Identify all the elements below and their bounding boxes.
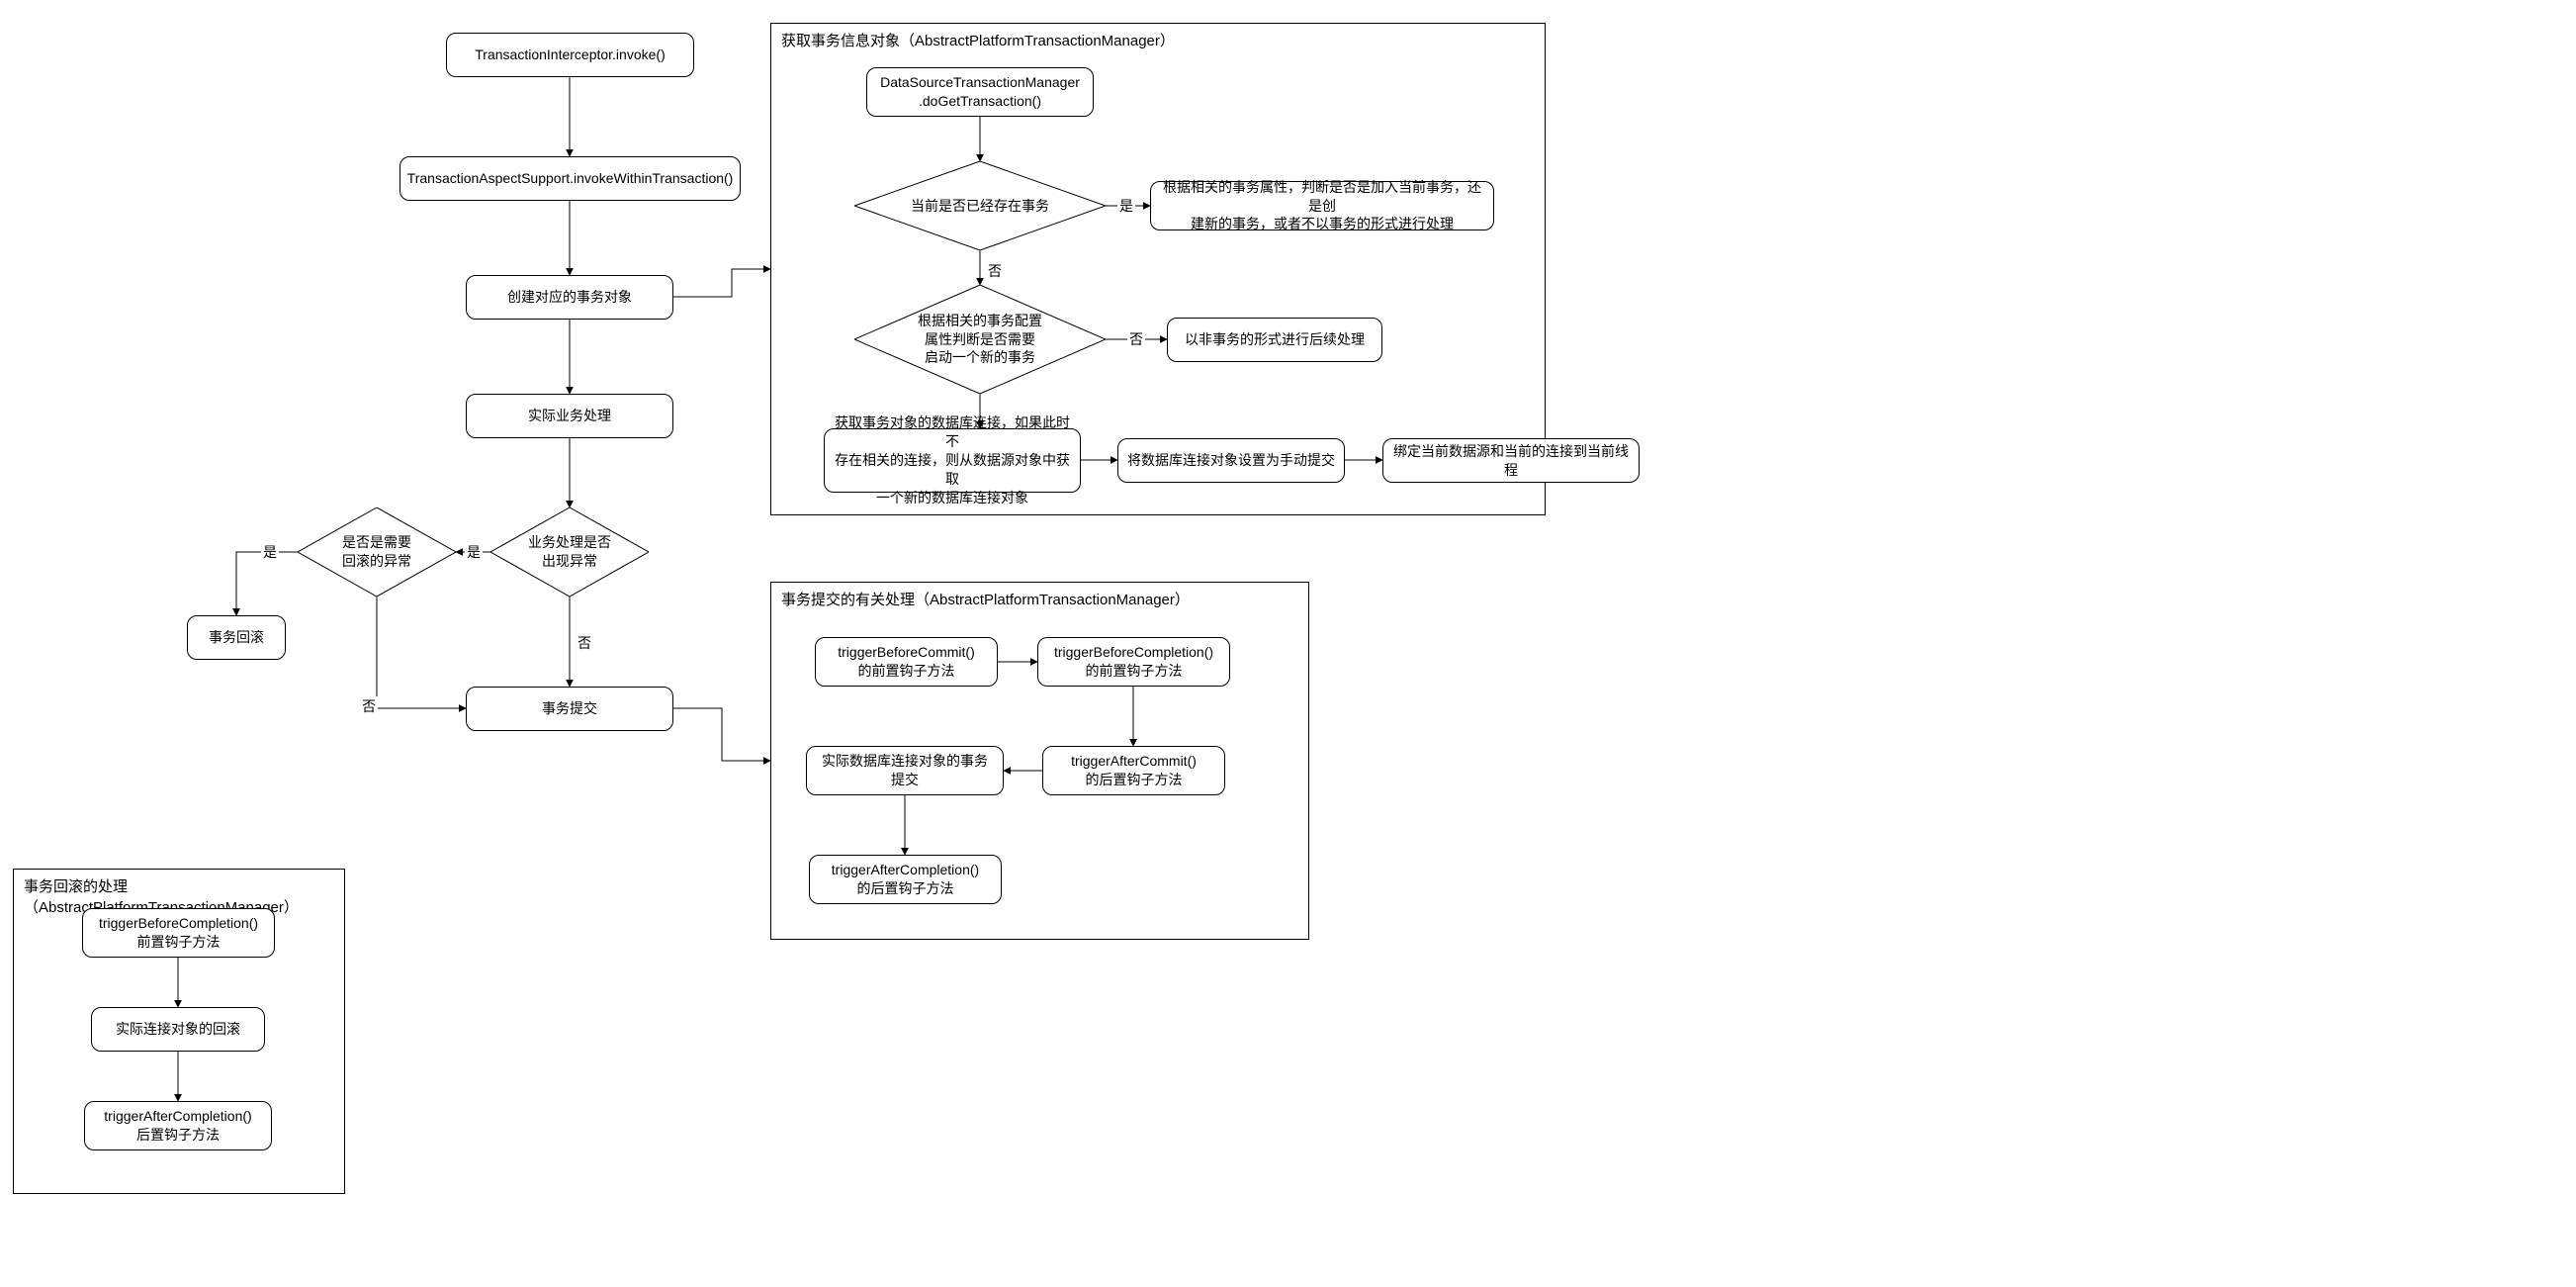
process-n_tbc: triggerBeforeCommit() 的前置钩子方法	[815, 637, 998, 687]
process-n_real_commit: 实际数据库连接对象的事务 提交	[806, 746, 1004, 795]
group-title: 获取事务信息对象（AbstractPlatformTransactionMana…	[781, 30, 1175, 50]
process-n_rb_real: 实际连接对象的回滚	[91, 1007, 265, 1052]
node-label: TransactionInterceptor.invoke()	[475, 46, 665, 64]
process-n_rollback: 事务回滚	[187, 615, 286, 660]
edge-label: 否	[576, 633, 593, 653]
node-label: 获取事务对象的数据库连接，如果此时不 存在相关的连接，则从数据源对象中获取 一个…	[833, 414, 1072, 506]
process-n_within: TransactionAspectSupport.invokeWithinTra…	[400, 156, 741, 201]
process-n_tacomp: triggerAfterCompletion() 的后置钩子方法	[809, 855, 1002, 904]
node-label: 以非事务的形式进行后续处理	[1185, 330, 1365, 349]
node-label: 将数据库连接对象设置为手动提交	[1127, 451, 1335, 470]
edge-n_commit-to-grp_commit	[673, 708, 770, 761]
edge-label: 是	[1117, 196, 1135, 216]
node-label: 事务提交	[542, 699, 597, 718]
node-label: triggerBeforeCompletion() 的前置钩子方法	[1054, 643, 1213, 681]
process-n_judge_join: 根据相关的事务属性，判断是否是加入当前事务，还是创 建新的事务，或者不以事务的形…	[1150, 181, 1494, 230]
node-label: TransactionAspectSupport.invokeWithinTra…	[407, 169, 734, 188]
node-label: 创建对应的事务对象	[507, 288, 632, 307]
node-label: 实际连接对象的回滚	[116, 1020, 240, 1039]
process-n_tbcomp: triggerBeforeCompletion() 的前置钩子方法	[1037, 637, 1230, 687]
edge-label: 否	[1127, 329, 1145, 349]
process-n_manual: 将数据库连接对象设置为手动提交	[1117, 438, 1345, 483]
node-label: 实际业务处理	[528, 407, 611, 425]
process-n_commit: 事务提交	[466, 687, 673, 731]
node-label: 根据相关的事务属性，判断是否是加入当前事务，还是创 建新的事务，或者不以事务的形…	[1159, 178, 1485, 234]
node-label: triggerAfterCompletion() 的后置钩子方法	[832, 861, 979, 898]
process-n_invoke: TransactionInterceptor.invoke()	[446, 33, 694, 77]
node-label: 事务回滚	[209, 628, 264, 647]
process-n_tac: triggerAfterCommit() 的后置钩子方法	[1042, 746, 1225, 795]
node-label: 业务处理是否 出现异常	[528, 533, 611, 571]
edge-label: 否	[360, 696, 378, 716]
process-n_create_tx: 创建对应的事务对象	[466, 275, 673, 320]
edge-n_create_tx-to-grp_get_tx	[673, 269, 770, 297]
node-label: 当前是否已经存在事务	[911, 197, 1049, 216]
process-n_get_conn: 获取事务对象的数据库连接，如果此时不 存在相关的连接，则从数据源对象中获取 一个…	[824, 428, 1081, 493]
edge-d_need_rb-to-n_commit	[377, 597, 466, 708]
decision-d_exists: 当前是否已经存在事务	[854, 161, 1106, 250]
process-n_doget: DataSourceTransactionManager .doGetTrans…	[866, 67, 1094, 117]
process-n_biz: 实际业务处理	[466, 394, 673, 438]
decision-d_biz_ex: 业务处理是否 出现异常	[490, 507, 649, 597]
process-n_non_tx: 以非事务的形式进行后续处理	[1167, 318, 1382, 362]
edge-label: 是	[261, 542, 279, 562]
node-label: DataSourceTransactionManager .doGetTrans…	[880, 73, 1080, 111]
node-label: 是否是需要 回滚的异常	[342, 533, 411, 571]
group-title: 事务提交的有关处理（AbstractPlatformTransactionMan…	[781, 589, 1190, 609]
edge-label: 否	[986, 261, 1004, 281]
decision-d_need_new: 根据相关的事务配置 属性判断是否需要 启动一个新的事务	[854, 285, 1106, 394]
process-n_bind: 绑定当前数据源和当前的连接到当前线程	[1382, 438, 1640, 483]
process-n_rb_tac: triggerAfterCompletion() 后置钩子方法	[84, 1101, 272, 1150]
node-label: triggerAfterCompletion() 后置钩子方法	[104, 1107, 251, 1145]
node-label: triggerBeforeCompletion() 前置钩子方法	[99, 914, 258, 952]
node-label: 根据相关的事务配置 属性判断是否需要 启动一个新的事务	[918, 312, 1042, 368]
process-n_rb_tbc: triggerBeforeCompletion() 前置钩子方法	[82, 908, 275, 958]
edge-label: 是	[465, 542, 483, 562]
flowchart-canvas: 获取事务信息对象（AbstractPlatformTransactionMana…	[0, 0, 2576, 1287]
node-label: triggerBeforeCommit() 的前置钩子方法	[838, 643, 974, 681]
node-label: 实际数据库连接对象的事务 提交	[822, 752, 988, 789]
node-label: 绑定当前数据源和当前的连接到当前线程	[1391, 442, 1631, 480]
decision-d_need_rb: 是否是需要 回滚的异常	[298, 507, 456, 597]
node-label: triggerAfterCommit() 的后置钩子方法	[1071, 752, 1197, 789]
